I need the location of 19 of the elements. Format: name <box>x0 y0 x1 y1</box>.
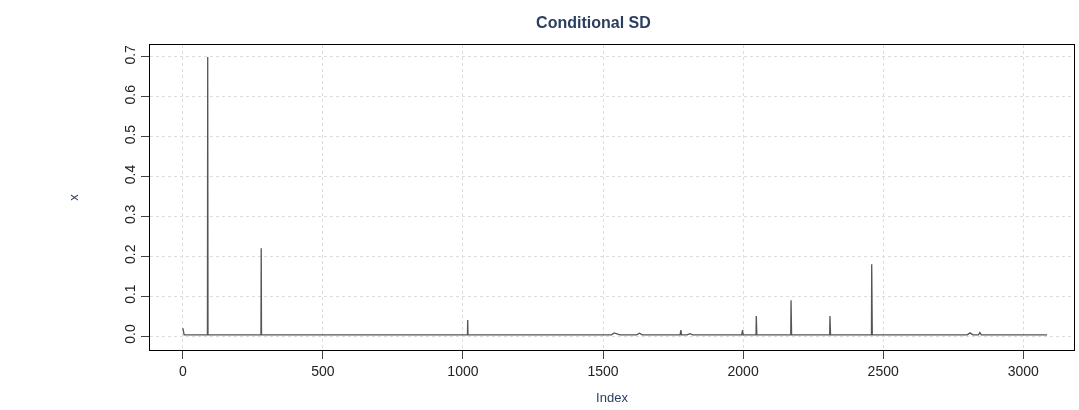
y-tick-label: 0.2 <box>122 244 139 264</box>
y-tick-label: 0.3 <box>122 204 139 225</box>
x-tick-label: 1000 <box>447 362 479 379</box>
x-tick-label: 3000 <box>1007 362 1040 379</box>
x-tick-label: 1500 <box>587 362 619 379</box>
chart-title: Conditional SD <box>536 13 651 31</box>
x-tick-label: 2500 <box>867 362 899 379</box>
x-tick-label: 500 <box>311 362 335 379</box>
y-tick-label: 0.0 <box>122 324 139 344</box>
x-axis-title: Index <box>596 390 629 406</box>
y-tick-label: 0.4 <box>122 164 139 185</box>
x-tick-label: 0 <box>178 362 187 379</box>
y-tick-label: 0.7 <box>122 44 139 65</box>
line-series <box>182 56 1048 336</box>
y-tick-label: 0.6 <box>122 84 139 105</box>
y-axis-title: x <box>66 193 82 201</box>
x-tick-label: 2000 <box>727 362 759 379</box>
y-tick-label: 0.5 <box>122 124 139 145</box>
y-tick-label: 0.1 <box>122 284 139 304</box>
